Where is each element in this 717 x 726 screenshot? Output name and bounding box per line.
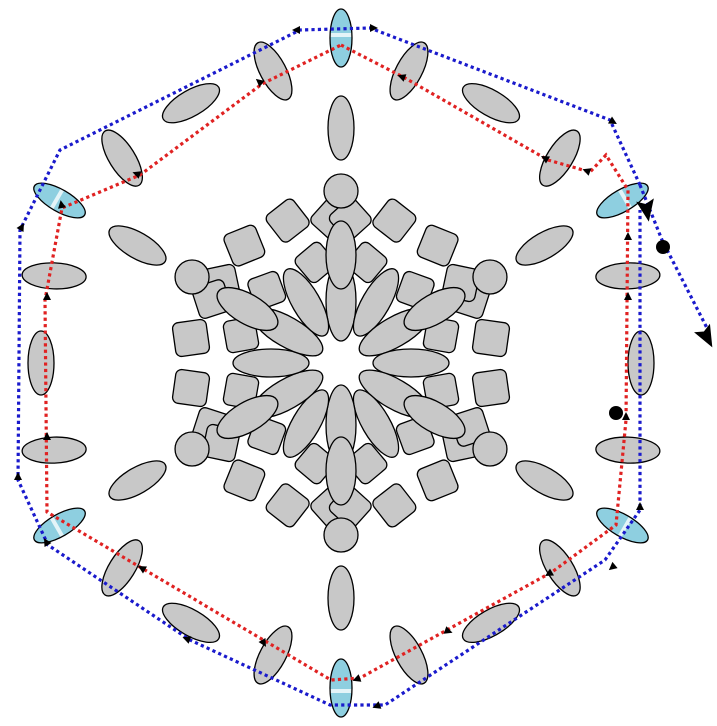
- highlighted-ellipse: [329, 658, 353, 718]
- inner-path-arrowhead: [582, 168, 592, 176]
- highlighted-ellipse: [329, 8, 353, 68]
- inner-path-arrowhead: [138, 566, 147, 574]
- inner-petal: [403, 286, 466, 332]
- path-layer: [16, 26, 710, 707]
- rounded-square: [471, 368, 511, 408]
- edge-ellipse: [101, 129, 143, 187]
- highlighted-ellipse: [596, 182, 649, 219]
- inner-path-arrowhead: [258, 638, 266, 647]
- highlighted-ellipse: [596, 507, 649, 544]
- highlighted-ellipse: [33, 507, 86, 544]
- inner-path: [43, 43, 630, 682]
- inner-petal: [372, 348, 450, 378]
- rounded-square: [265, 198, 310, 243]
- rounded-square: [171, 318, 211, 358]
- highlighted-ellipse: [33, 182, 86, 219]
- inner-path-arrowhead: [397, 74, 407, 82]
- shape-layer: [21, 8, 661, 718]
- marker-layer: [14, 24, 713, 709]
- edge-ellipse: [461, 602, 521, 644]
- exit-arrowhead: [694, 323, 713, 348]
- inner-path-arrowhead: [352, 674, 362, 682]
- inner-path-arrowhead: [624, 292, 632, 300]
- rounded-square: [223, 459, 266, 502]
- edge-ellipse: [461, 82, 521, 124]
- inner-petal: [352, 389, 400, 458]
- circle: [472, 431, 508, 467]
- inner-petal: [282, 268, 330, 337]
- edge-ellipse: [21, 262, 87, 290]
- inner-path-arrowhead: [624, 232, 632, 240]
- spoke-ellipse: [515, 225, 574, 266]
- inner-petal: [403, 394, 466, 440]
- outer-path-arrowhead: [608, 116, 617, 124]
- inner-path-arrowhead: [622, 412, 630, 420]
- rounded-square: [171, 368, 211, 408]
- rounded-square: [416, 459, 459, 502]
- inner-petal: [282, 389, 330, 458]
- edge-ellipse: [389, 625, 429, 685]
- inner-petal: [325, 436, 357, 506]
- edge-ellipse: [161, 602, 221, 644]
- outer-path-arrowhead: [14, 472, 22, 480]
- inner-path-arrowhead: [43, 432, 51, 440]
- inner-petal: [216, 286, 279, 332]
- inner-path-arrowhead: [443, 626, 453, 634]
- spoke-ellipse: [108, 460, 167, 501]
- inner-path-arrowhead: [255, 78, 265, 88]
- edge-ellipse: [101, 539, 143, 597]
- rounded-square: [416, 224, 459, 267]
- edge-ellipse: [539, 129, 581, 187]
- inner-petal: [232, 348, 310, 378]
- outer-path-arrowhead: [372, 701, 382, 709]
- inner-path-arrowhead: [132, 171, 142, 179]
- circle: [323, 517, 359, 553]
- circle: [323, 173, 359, 209]
- inner-petal: [352, 268, 400, 337]
- spoke-ellipse: [515, 460, 574, 501]
- inner-path-arrowhead: [58, 200, 66, 209]
- spoke-ellipse: [327, 95, 355, 161]
- black-dot: [609, 406, 623, 420]
- circle: [174, 431, 210, 467]
- edge-ellipse: [27, 330, 55, 396]
- spoke-ellipse: [327, 565, 355, 631]
- entry-arrowhead: [636, 198, 654, 222]
- rounded-square: [372, 198, 417, 243]
- outer-path-arrowhead: [16, 223, 24, 232]
- edge-ellipse: [627, 330, 655, 396]
- edge-ellipse: [21, 436, 87, 464]
- circle: [472, 259, 508, 295]
- rounded-square: [372, 483, 417, 528]
- circle: [174, 259, 210, 295]
- edge-ellipse: [595, 436, 661, 464]
- outer-path-arrowhead: [292, 26, 300, 34]
- outer-path-arrowhead: [608, 561, 618, 571]
- outer-path-arrowhead: [44, 538, 52, 547]
- rounded-square: [265, 483, 310, 528]
- outer-path: [16, 26, 642, 707]
- edge-ellipse: [253, 625, 293, 685]
- edge-ellipse: [161, 82, 221, 124]
- rounded-square: [223, 224, 266, 267]
- outer-path-arrowhead: [182, 636, 192, 644]
- inner-path-arrowhead: [545, 568, 554, 576]
- inner-path-arrowhead: [43, 292, 51, 300]
- inner-petal: [216, 394, 279, 440]
- outer-path-arrowhead: [636, 502, 644, 510]
- edge-ellipse: [253, 41, 293, 101]
- black-dot: [656, 240, 670, 254]
- outer-path-arrowhead: [370, 24, 378, 32]
- spoke-ellipse: [108, 225, 167, 266]
- edge-ellipse: [389, 41, 429, 101]
- rounded-square: [471, 318, 511, 358]
- inner-path-arrowhead: [541, 156, 550, 164]
- inner-petal: [325, 220, 357, 290]
